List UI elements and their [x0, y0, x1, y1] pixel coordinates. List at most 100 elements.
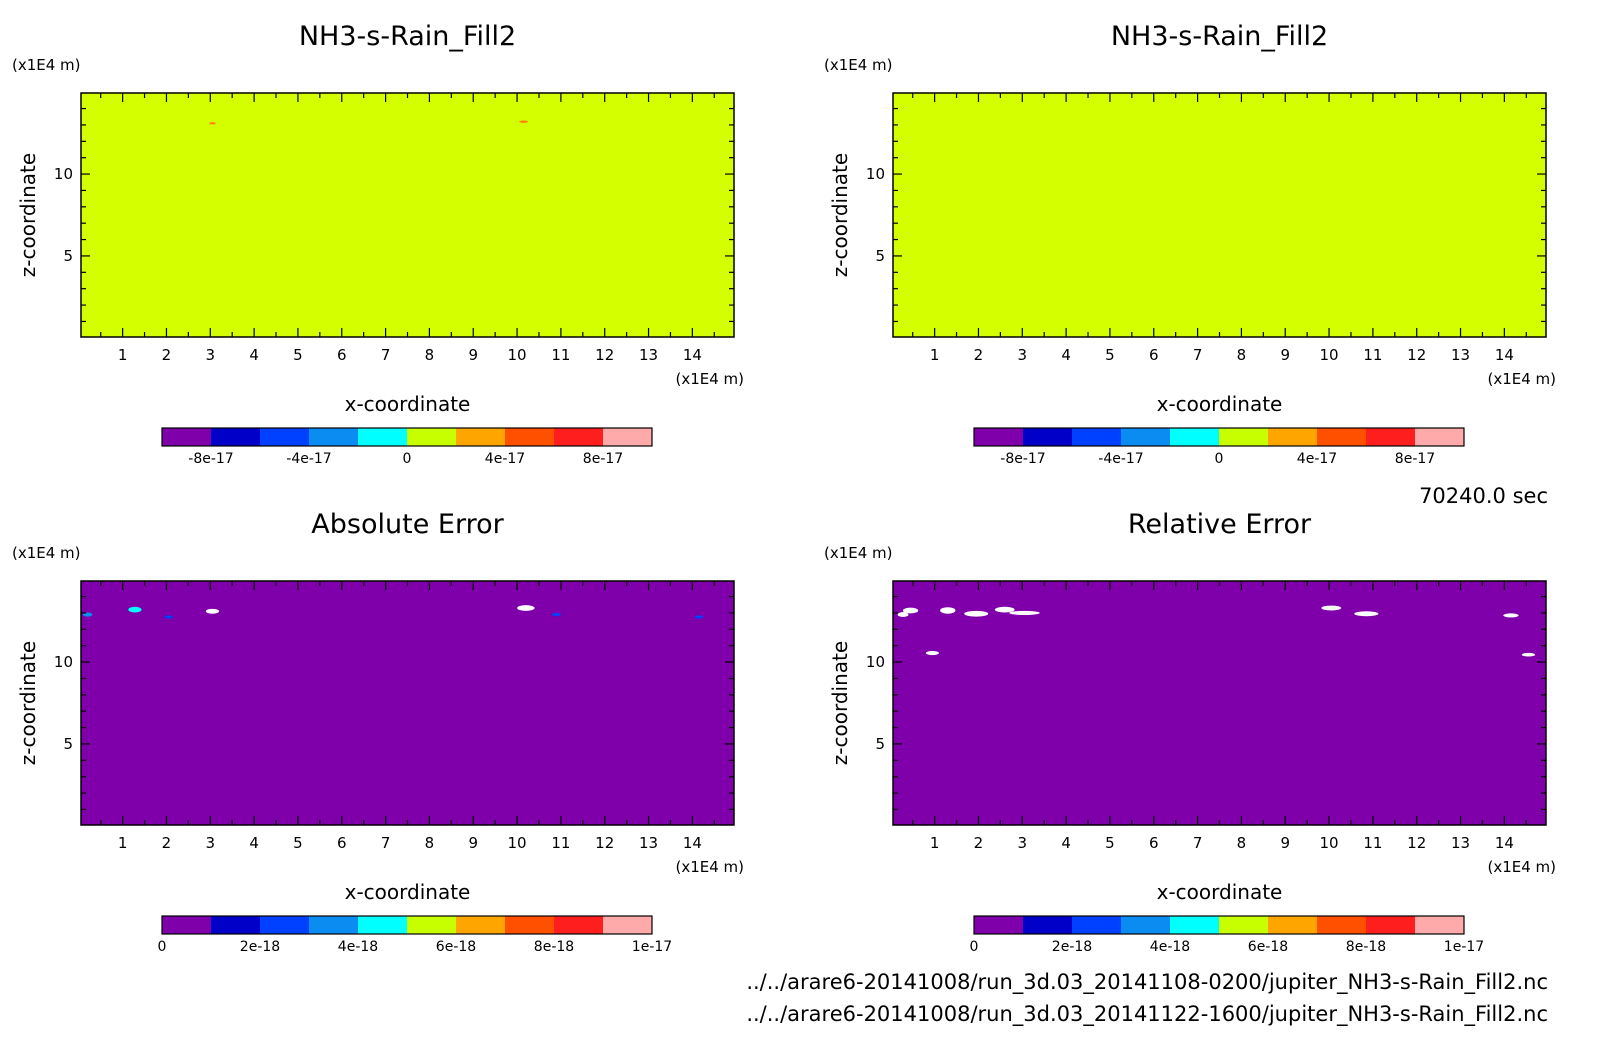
colorbar-swatch — [1268, 916, 1318, 934]
panel-p3: Relative Error(x1E4 m)1 2 3 4 5 6 7 8 9 10 11 12 13 1… — [824, 509, 1556, 955]
panel-p0: NH3-s-Rain_Fill2(x1E4 m)1 2 3 4 5 6 7 8 9 10 11 12 1… — [12, 21, 744, 467]
y-axis-label: z-coordinate — [16, 153, 40, 277]
colorbar-swatch — [1023, 428, 1073, 446]
file-path-1: ../../arare6-20141008/run_3d.03_20141108… — [746, 970, 1548, 994]
x-tick-label: 13 — [1451, 834, 1470, 852]
file-path-2: ../../arare6-20141008/run_3d.03_20141122… — [746, 1002, 1548, 1026]
colorbar-swatch — [1121, 916, 1171, 934]
colorbar-swatch — [505, 428, 555, 446]
x-tick-label: 4 — [249, 834, 259, 852]
colorbar-swatch — [1072, 428, 1122, 446]
colorbar-swatch — [1366, 428, 1416, 446]
x-tick-label: 4 — [249, 346, 259, 364]
x-axis-label: x-coordinate — [345, 880, 471, 904]
x-tick-label: 8 — [425, 346, 435, 364]
x-tick-label: 13 — [1451, 346, 1470, 364]
x-tick-label: 7 — [1193, 346, 1203, 364]
x-tick-label: 3 — [206, 834, 216, 852]
x-tick-label: 2 — [162, 346, 172, 364]
x-tick-label: 1 — [930, 346, 940, 364]
y-axis-label: z-coordinate — [828, 153, 852, 277]
x-tick-label: 11 — [551, 346, 570, 364]
colorbar-label: 1e-17 — [1444, 939, 1484, 955]
colorbar-label: 4e-17 — [1297, 451, 1337, 467]
time-label: 70240.0 sec — [1419, 484, 1548, 508]
colorbar-label: 4e-17 — [485, 451, 525, 467]
colorbar-label: 0 — [403, 451, 412, 467]
colorbar-label: -4e-17 — [1098, 451, 1143, 467]
x-tick-label: 5 — [1105, 346, 1115, 364]
colorbar-swatch — [1219, 916, 1269, 934]
chart-title: NH3-s-Rain_Fill2 — [299, 21, 516, 52]
field-patch — [128, 606, 142, 613]
colorbar-swatch — [603, 428, 653, 446]
x-tick-label: 10 — [1320, 346, 1339, 364]
y-axis-label: z-coordinate — [16, 641, 40, 765]
colorbar-label: 8e-17 — [1395, 451, 1435, 467]
x-tick-label: 14 — [683, 834, 702, 852]
colorbar-label: 8e-18 — [534, 939, 574, 955]
x-axis-label: x-coordinate — [1157, 880, 1283, 904]
colorbar-swatch — [554, 916, 604, 934]
field-patch — [209, 122, 216, 125]
x-tick-label: 4 — [1061, 834, 1071, 852]
panel-p2: Absolute Error(x1E4 m)1 2 3 4 5 6 7 8 9 10 11 12 13 1… — [12, 509, 744, 955]
colorbar-label: 2e-18 — [1052, 939, 1092, 955]
x-tick-label: 7 — [381, 346, 391, 364]
colorbar-label: 6e-18 — [436, 939, 476, 955]
colorbar-swatch — [162, 916, 212, 934]
field-patch — [994, 606, 1015, 613]
field-patch — [1354, 611, 1379, 617]
panel-p1: NH3-s-Rain_Fill2(x1E4 m)1 2 3 4 5 6 7 8 9 10 11 12 1… — [824, 21, 1556, 467]
field-patch — [902, 607, 919, 614]
x-tick-label: 12 — [1407, 346, 1426, 364]
y-axis-label: z-coordinate — [828, 641, 852, 765]
colorbar-label: 1e-17 — [632, 939, 672, 955]
colorbar-swatch — [162, 428, 212, 446]
field-fill — [81, 93, 734, 337]
colorbar-swatch — [1023, 916, 1073, 934]
colorbar-label: 0 — [1215, 451, 1224, 467]
x-tick-label: 12 — [1407, 834, 1426, 852]
x-tick-label: 10 — [1320, 834, 1339, 852]
x-unit-label: (x1E4 m) — [1487, 858, 1556, 876]
y-unit-label: (x1E4 m) — [824, 56, 893, 74]
colorbar-swatch — [603, 916, 653, 934]
colorbar-swatch — [358, 428, 408, 446]
x-tick-label: 4 — [1061, 346, 1071, 364]
x-tick-label: 14 — [1495, 834, 1514, 852]
x-tick-label: 10 — [508, 346, 527, 364]
x-tick-label: 10 — [508, 834, 527, 852]
x-tick-label: 9 — [1280, 834, 1290, 852]
colorbar-swatch — [1072, 916, 1122, 934]
x-tick-label: 6 — [1149, 834, 1159, 852]
y-tick-label: 10 — [54, 165, 73, 183]
x-tick-label: 1 — [930, 834, 940, 852]
colorbar-frame — [161, 915, 653, 935]
x-tick-label: 1 — [118, 346, 128, 364]
colorbar-frame — [973, 915, 1465, 935]
colorbar-swatch — [358, 916, 408, 934]
y-tick-label: 5 — [63, 735, 73, 753]
x-tick-label: 9 — [468, 834, 478, 852]
x-tick-label: 5 — [293, 834, 303, 852]
x-unit-label: (x1E4 m) — [675, 858, 744, 876]
colorbar-swatch — [260, 916, 310, 934]
x-tick-label: 5 — [1105, 834, 1115, 852]
colorbar-swatch — [309, 428, 359, 446]
x-tick-label: 8 — [425, 834, 435, 852]
field-patch — [164, 615, 174, 619]
x-unit-label: (x1E4 m) — [675, 370, 744, 388]
field-patch — [964, 610, 989, 617]
field-patch — [897, 612, 909, 618]
colorbar-swatch — [1366, 916, 1416, 934]
field-patch — [82, 612, 93, 617]
x-tick-label: 8 — [1237, 834, 1247, 852]
colorbar-label: -4e-17 — [286, 451, 331, 467]
colorbar-label: 8e-17 — [583, 451, 623, 467]
field-fill — [893, 93, 1546, 337]
field-patch — [1321, 605, 1342, 611]
colorbar-swatch — [309, 916, 359, 934]
colorbar-swatch — [456, 428, 506, 446]
